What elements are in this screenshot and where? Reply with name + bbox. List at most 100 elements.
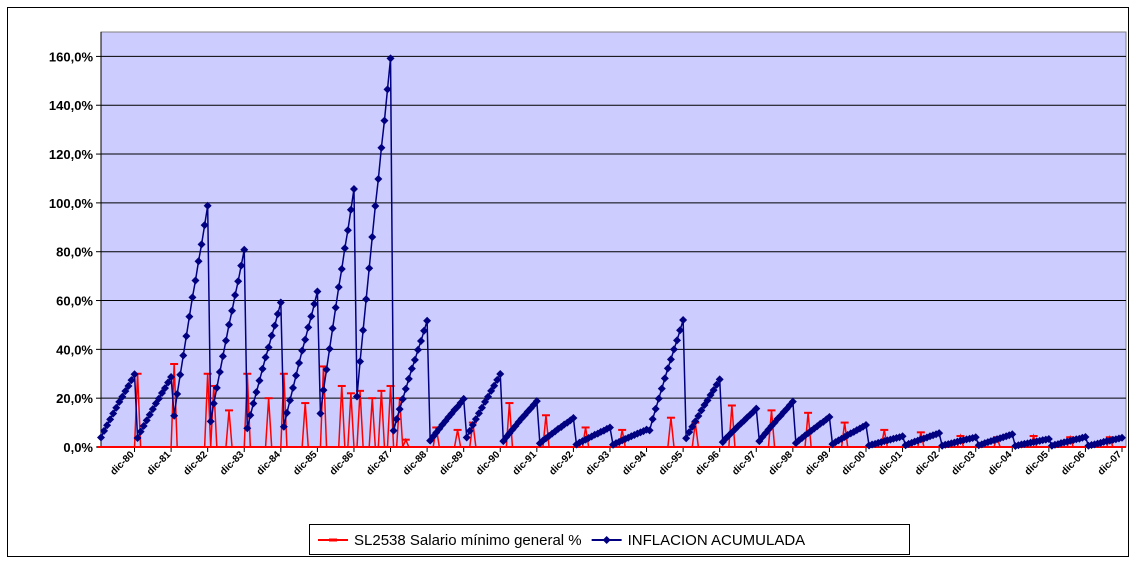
point-marker <box>228 306 237 315</box>
point-marker <box>243 424 252 433</box>
point-marker <box>477 403 486 412</box>
point-marker <box>237 261 246 270</box>
point-marker <box>200 221 209 230</box>
point-marker <box>374 174 383 183</box>
point-marker <box>398 395 407 404</box>
y-tick-label: 20,0% <box>56 391 93 406</box>
point-marker <box>310 299 319 308</box>
point-marker <box>118 392 127 401</box>
point-marker <box>231 291 240 300</box>
point-marker <box>106 415 115 424</box>
legend-label: SL2538 Salario mínimo general % <box>354 532 582 549</box>
point-marker <box>285 396 294 405</box>
point-marker <box>240 245 249 254</box>
point-marker <box>697 406 706 415</box>
point-marker <box>752 404 761 413</box>
point-marker <box>404 374 413 383</box>
point-marker <box>298 346 307 355</box>
point-marker <box>410 355 419 364</box>
point-marker <box>167 372 176 381</box>
point-marker <box>270 321 279 330</box>
point-marker <box>197 240 206 249</box>
point-marker <box>663 364 672 373</box>
point-marker <box>292 371 301 380</box>
legend: SL2538 Salario mínimo general % INFLACION… <box>309 524 910 555</box>
point-marker <box>255 376 264 385</box>
point-marker <box>304 323 313 332</box>
point-marker <box>142 416 151 425</box>
point-marker <box>130 370 139 379</box>
point-marker <box>209 399 218 408</box>
point-marker <box>401 384 410 393</box>
point-marker <box>161 384 170 393</box>
point-marker <box>377 143 386 152</box>
point-marker <box>569 413 578 422</box>
point-marker <box>1118 433 1126 442</box>
point-marker <box>605 423 614 432</box>
point-marker <box>654 394 663 403</box>
point-marker <box>386 54 395 63</box>
point-marker <box>97 433 105 442</box>
point-marker <box>679 316 688 325</box>
point-marker <box>660 374 669 383</box>
point-marker <box>971 433 980 442</box>
point-marker <box>145 410 154 419</box>
point-marker <box>368 233 377 242</box>
point-marker <box>139 422 148 431</box>
y-tick-label: 0,0% <box>63 440 93 455</box>
point-marker <box>289 383 298 392</box>
y-tick-label: 80,0% <box>56 245 93 260</box>
point-marker <box>218 352 227 361</box>
point-marker <box>935 429 944 438</box>
point-marker <box>657 384 666 393</box>
point-marker <box>353 392 362 401</box>
point-marker <box>481 397 490 406</box>
point-marker <box>215 368 224 377</box>
point-marker <box>154 394 163 403</box>
point-marker <box>648 415 657 424</box>
point-marker <box>651 404 660 413</box>
point-marker <box>420 326 429 335</box>
point-marker <box>261 353 270 362</box>
point-marker <box>282 408 291 417</box>
point-marker <box>127 376 136 385</box>
point-marker <box>682 434 691 443</box>
point-marker <box>124 381 133 390</box>
point-marker <box>685 428 694 437</box>
point-marker <box>343 226 352 235</box>
point-marker <box>380 116 389 125</box>
y-tick-label: 120,0% <box>49 147 94 162</box>
point-marker <box>898 432 907 441</box>
point-marker <box>276 298 285 307</box>
point-marker <box>490 381 499 390</box>
point-marker <box>389 426 398 435</box>
y-tick-label: 60,0% <box>56 294 93 309</box>
point-marker <box>788 397 797 406</box>
point-marker <box>471 415 480 424</box>
plot-area <box>100 31 1127 448</box>
point-marker <box>206 417 215 426</box>
point-marker <box>487 386 496 395</box>
point-marker <box>413 345 422 354</box>
point-marker <box>407 364 416 373</box>
point-marker <box>337 265 346 274</box>
point-marker <box>691 417 700 426</box>
point-marker <box>459 394 468 403</box>
point-marker <box>468 421 477 430</box>
point-marker <box>225 320 234 329</box>
point-marker <box>325 344 334 353</box>
point-marker <box>115 397 124 406</box>
point-marker <box>273 309 282 318</box>
point-marker <box>346 205 355 214</box>
point-marker <box>313 287 322 296</box>
point-marker <box>676 326 685 335</box>
point-marker <box>179 351 188 360</box>
point-marker <box>703 396 712 405</box>
point-marker <box>356 357 365 366</box>
point-marker <box>825 412 834 421</box>
point-marker <box>319 386 328 395</box>
point-marker <box>194 257 203 266</box>
point-marker <box>136 427 145 436</box>
point-marker <box>715 375 724 384</box>
